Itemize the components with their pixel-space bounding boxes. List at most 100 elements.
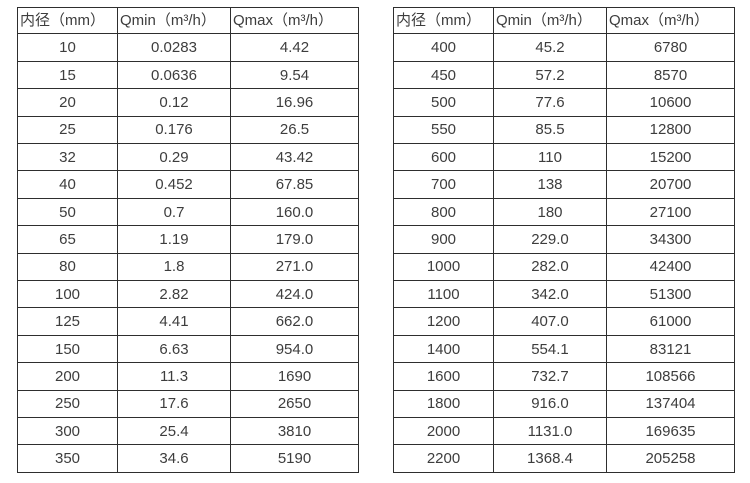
table-cell: 20 (17, 88, 118, 117)
table-cell: 229.0 (493, 225, 607, 254)
table-cell: 12800 (606, 115, 735, 145)
table-cell: 407.0 (493, 307, 607, 336)
table-cell: 2200 (393, 444, 494, 473)
table-cell: 200 (17, 362, 118, 391)
table-cell: 85.5 (493, 115, 607, 145)
table-row: 800 180 27100 (393, 197, 735, 227)
table-cell: 67.85 (230, 170, 359, 199)
table-row: 1800 916.0 137404 (393, 389, 735, 419)
table-cell: 1.19 (117, 225, 231, 254)
table-row: 10 0.0283 4.42 (17, 33, 359, 62)
table-cell: 0.176 (117, 115, 231, 145)
table-row: 700 138 20700 (393, 170, 735, 199)
table-cell: 110 (493, 143, 607, 172)
table-row: 65 1.19 179.0 (17, 225, 359, 254)
table-cell: 550 (393, 115, 494, 145)
table-cell: 138 (493, 170, 607, 199)
table-cell: 1400 (393, 334, 494, 364)
table-cell: 0.12 (117, 88, 231, 117)
table-row: 200 11.3 1690 (17, 362, 359, 391)
column-header: 内径（mm） (17, 6, 118, 35)
table-cell: 77.6 (493, 88, 607, 117)
table-cell: 250 (17, 389, 118, 419)
table-row: 80 1.8 271.0 (17, 252, 359, 282)
table-cell: 65 (17, 225, 118, 254)
table-cell: 2650 (230, 389, 359, 419)
table-row: 25 0.176 26.5 (17, 115, 359, 145)
table-cell: 1200 (393, 307, 494, 336)
table-row: 350 34.6 5190 (17, 444, 359, 473)
column-header: 内径（mm） (393, 6, 494, 35)
table-cell: 9.54 (230, 60, 359, 90)
table-row: 600 110 15200 (393, 143, 735, 172)
table-cell: 17.6 (117, 389, 231, 419)
table-cell: 3810 (230, 417, 359, 446)
column-header: Qmin（m³/h） (493, 6, 607, 35)
table-cell: 282.0 (493, 252, 607, 282)
table-cell: 800 (393, 197, 494, 227)
flow-table-large-diameters: 内径（mm） Qmin（m³/h） Qmax（m³/h） 400 45.2 6780 450… (393, 6, 735, 473)
table-cell: 26.5 (230, 115, 359, 145)
flow-table-small-diameters: 内径（mm） Qmin（m³/h） Qmax（m³/h） 10 0.0283 4.42 15… (17, 6, 359, 473)
table-cell: 51300 (606, 280, 735, 309)
table-cell: 27100 (606, 197, 735, 227)
table-cell: 1800 (393, 389, 494, 419)
table-cell: 15200 (606, 143, 735, 172)
table-cell: 1368.4 (493, 444, 607, 473)
table-cell: 45.2 (493, 33, 607, 62)
table-cell: 160.0 (230, 197, 359, 227)
table-cell: 180 (493, 197, 607, 227)
table-row: 2000 1131.0 169635 (393, 417, 735, 446)
table-cell: 6.63 (117, 334, 231, 364)
table-cell: 205258 (606, 444, 735, 473)
table-row: 1000 282.0 42400 (393, 252, 735, 282)
table-cell: 61000 (606, 307, 735, 336)
header-row: 内径（mm） Qmin（m³/h） Qmax（m³/h） (393, 6, 735, 35)
table-cell: 2.82 (117, 280, 231, 309)
table-row: 1400 554.1 83121 (393, 334, 735, 364)
header-row: 内径（mm） Qmin（m³/h） Qmax（m³/h） (17, 6, 359, 35)
table-cell: 125 (17, 307, 118, 336)
table-cell: 57.2 (493, 60, 607, 90)
table-cell: 83121 (606, 334, 735, 364)
table-cell: 1100 (393, 280, 494, 309)
table-cell: 300 (17, 417, 118, 446)
table-row: 125 4.41 662.0 (17, 307, 359, 336)
table-cell: 10600 (606, 88, 735, 117)
table-cell: 271.0 (230, 252, 359, 282)
table-cell: 42400 (606, 252, 735, 282)
table-row: 450 57.2 8570 (393, 60, 735, 90)
column-header: Qmax（m³/h） (606, 6, 735, 35)
table-cell: 80 (17, 252, 118, 282)
table-cell: 1600 (393, 362, 494, 391)
table-cell: 0.29 (117, 143, 231, 172)
table-cell: 400 (393, 33, 494, 62)
table-row: 32 0.29 43.42 (17, 143, 359, 172)
table-cell: 500 (393, 88, 494, 117)
table-cell: 169635 (606, 417, 735, 446)
table-cell: 8570 (606, 60, 735, 90)
table-cell: 0.0636 (117, 60, 231, 90)
table-row: 1100 342.0 51300 (393, 280, 735, 309)
table-cell: 150 (17, 334, 118, 364)
table-row: 1200 407.0 61000 (393, 307, 735, 336)
table-cell: 1.8 (117, 252, 231, 282)
table-cell: 6780 (606, 33, 735, 62)
table-row: 2200 1368.4 205258 (393, 444, 735, 473)
table-cell: 954.0 (230, 334, 359, 364)
table-cell: 108566 (606, 362, 735, 391)
table-row: 300 25.4 3810 (17, 417, 359, 446)
table-cell: 350 (17, 444, 118, 473)
table-row: 500 77.6 10600 (393, 88, 735, 117)
table-cell: 4.41 (117, 307, 231, 336)
table-cell: 34.6 (117, 444, 231, 473)
table-row: 40 0.452 67.85 (17, 170, 359, 199)
table-row: 150 6.63 954.0 (17, 334, 359, 364)
table-cell: 1000 (393, 252, 494, 282)
table-cell: 0.452 (117, 170, 231, 199)
table-row: 400 45.2 6780 (393, 33, 735, 62)
table-cell: 50 (17, 197, 118, 227)
table-cell: 1690 (230, 362, 359, 391)
table-cell: 342.0 (493, 280, 607, 309)
table-cell: 32 (17, 143, 118, 172)
